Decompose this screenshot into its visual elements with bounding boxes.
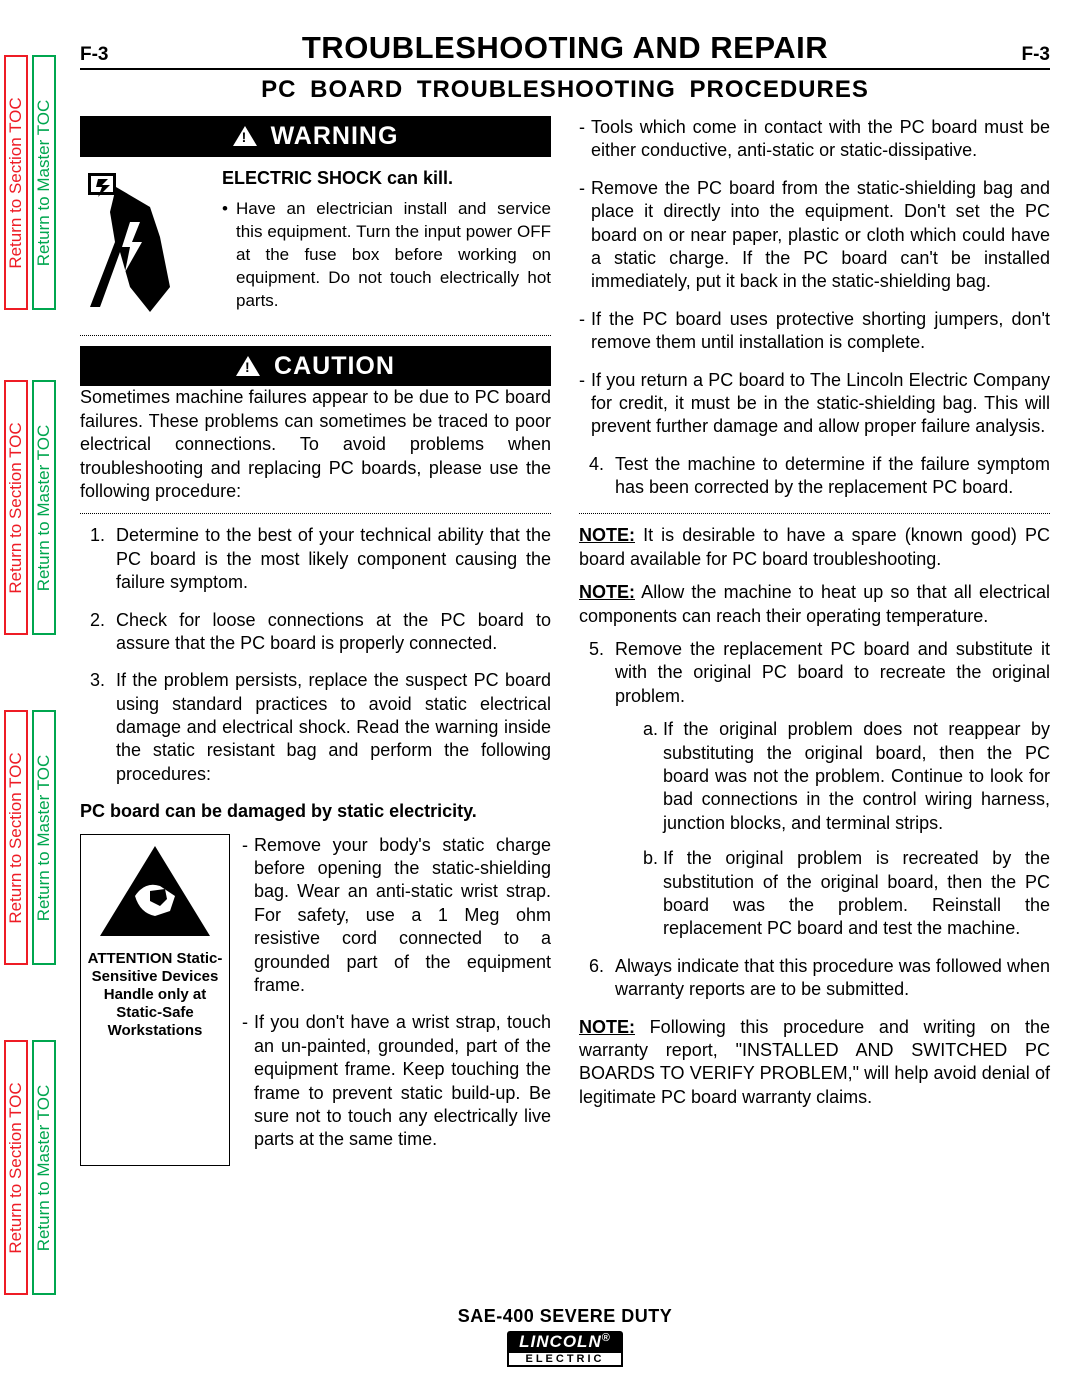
- note-2: NOTE: Allow the machine to heat up so th…: [579, 581, 1050, 628]
- esd-box-text: ATTENTION Static-Sensitive Devices Handl…: [85, 950, 225, 1040]
- electric-shock-icon: [80, 167, 210, 323]
- esd-para-6: If you return a PC board to The Lincoln …: [579, 369, 1050, 439]
- esd-para-2: If you don't have a wrist strap, touch a…: [242, 1011, 551, 1151]
- step-2: Check for loose connections at the PC bo…: [110, 609, 551, 656]
- page-header: F-3 TROUBLESHOOTING AND REPAIR F-3: [80, 30, 1050, 70]
- return-master-toc-link[interactable]: Return to Master TOC: [32, 1040, 56, 1295]
- lincoln-electric-logo: LINCOLN® ELECTRIC: [507, 1331, 623, 1367]
- return-section-toc-link[interactable]: Return to Section TOC: [4, 55, 28, 310]
- step-5: Remove the replacement PC board and subs…: [609, 638, 1050, 941]
- step-5a: If the original problem does not reappea…: [663, 718, 1050, 835]
- note-3: NOTE: Following this procedure and writi…: [579, 1016, 1050, 1110]
- note-1: NOTE: It is desirable to have a spare (k…: [579, 524, 1050, 571]
- return-master-toc-link[interactable]: Return to Master TOC: [32, 55, 56, 310]
- divider: [80, 513, 551, 514]
- return-section-toc-link[interactable]: Return to Section TOC: [4, 710, 28, 965]
- shock-heading: ELECTRIC SHOCK can kill.: [222, 167, 551, 190]
- static-caption: PC board can be damaged by static electr…: [80, 800, 551, 823]
- page-code-right: F-3: [990, 44, 1050, 66]
- side-navigation-tabs: Return to Section TOC Return to Master T…: [0, 0, 60, 1397]
- page-code-left: F-3: [80, 44, 140, 66]
- step-1: Determine to the best of your technical …: [110, 524, 551, 594]
- caution-label: CAUTION: [274, 350, 395, 383]
- model-number: SAE-400 SEVERE DUTY: [80, 1306, 1050, 1327]
- page-subtitle: PC BOARD TROUBLESHOOTING PROCEDURES: [80, 76, 1050, 104]
- return-master-toc-link[interactable]: Return to Master TOC: [32, 710, 56, 965]
- caution-banner: CAUTION: [80, 346, 551, 387]
- caution-triangle-icon: [236, 356, 260, 376]
- esd-para-1: Remove your body's static charge before …: [242, 834, 551, 998]
- step-6: Always indicate that this procedure was …: [609, 955, 1050, 1002]
- return-section-toc-link[interactable]: Return to Section TOC: [4, 380, 28, 635]
- warning-triangle-icon: [233, 126, 257, 146]
- warning-label: WARNING: [271, 120, 399, 153]
- esd-para-3: Tools which come in contact with the PC …: [579, 116, 1050, 163]
- esd-para-5: If the PC board uses protective shorting…: [579, 308, 1050, 355]
- divider: [579, 513, 1050, 514]
- divider: [80, 335, 551, 336]
- warning-banner: WARNING: [80, 116, 551, 157]
- page-content: F-3 TROUBLESHOOTING AND REPAIR F-3 PC BO…: [80, 30, 1050, 1166]
- body-columns: WARNING ELECTRIC SHOCK can kill. Have an…: [80, 116, 1050, 1166]
- caution-intro: Sometimes machine failures appear to be …: [80, 386, 551, 503]
- esd-para-4: Remove the PC board from the static-shie…: [579, 177, 1050, 294]
- esd-attention-box: ATTENTION Static-Sensitive Devices Handl…: [80, 834, 230, 1166]
- return-master-toc-link[interactable]: Return to Master TOC: [32, 380, 56, 635]
- shock-bullet: Have an electrician install and service …: [222, 198, 551, 313]
- step-3: If the problem persists, replace the sus…: [110, 669, 551, 786]
- step-5b: If the original problem is recreated by …: [663, 847, 1050, 941]
- page-footer: SAE-400 SEVERE DUTY LINCOLN® ELECTRIC: [80, 1306, 1050, 1367]
- esd-triangle-icon: [95, 841, 215, 941]
- return-section-toc-link[interactable]: Return to Section TOC: [4, 1040, 28, 1295]
- step-4: Test the machine to determine if the fai…: [609, 453, 1050, 500]
- page-title: TROUBLESHOOTING AND REPAIR: [140, 30, 990, 66]
